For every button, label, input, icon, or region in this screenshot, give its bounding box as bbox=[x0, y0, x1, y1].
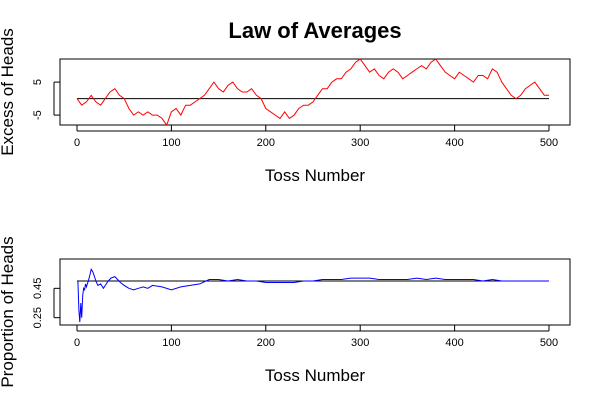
x-tick-label: 300 bbox=[351, 337, 369, 349]
excess-heads-panel: 0 100 200 300 400 500 -5 5 Toss Number Excess … bbox=[0, 28, 571, 185]
x-tick-label: 400 bbox=[445, 337, 463, 349]
x-axis: 0 100 200 300 400 500 bbox=[74, 325, 558, 349]
x-tick-label: 0 bbox=[74, 137, 80, 149]
x-tick-label: 200 bbox=[257, 137, 275, 149]
x-tick-label: 500 bbox=[540, 337, 558, 349]
x-axis-title: Toss Number bbox=[265, 166, 365, 185]
x-axis-title: Toss Number bbox=[265, 366, 365, 385]
y-tick-label: 5 bbox=[32, 79, 44, 85]
chart-title: Law of Averages bbox=[228, 18, 401, 43]
plot-frame bbox=[59, 58, 571, 126]
excess-heads-line bbox=[76, 58, 549, 127]
x-tick-label: 100 bbox=[162, 337, 180, 349]
x-tick-label: 100 bbox=[162, 137, 180, 149]
y-axis: -5 5 bbox=[32, 79, 60, 120]
y-axis-title: Proportion of Heads bbox=[0, 236, 17, 387]
plot-frame bbox=[59, 258, 571, 326]
y-axis-title: Excess of Heads bbox=[0, 28, 17, 156]
x-axis: 0 100 200 300 400 500 bbox=[74, 125, 558, 149]
y-axis: 0.25 0.45 bbox=[32, 278, 60, 328]
y-tick-label: -5 bbox=[32, 110, 44, 120]
y-tick-label: 0.25 bbox=[32, 307, 44, 328]
x-tick-label: 200 bbox=[257, 337, 275, 349]
proportion-heads-panel: 0 100 200 300 400 500 0.25 0.45 Toss Number Pr… bbox=[0, 236, 571, 388]
proportion-heads-line bbox=[77, 268, 549, 323]
x-tick-label: 300 bbox=[351, 137, 369, 149]
x-tick-label: 0 bbox=[74, 337, 80, 349]
x-tick-label: 400 bbox=[445, 137, 463, 149]
y-tick-label: 0.45 bbox=[32, 278, 44, 299]
x-tick-label: 500 bbox=[540, 137, 558, 149]
